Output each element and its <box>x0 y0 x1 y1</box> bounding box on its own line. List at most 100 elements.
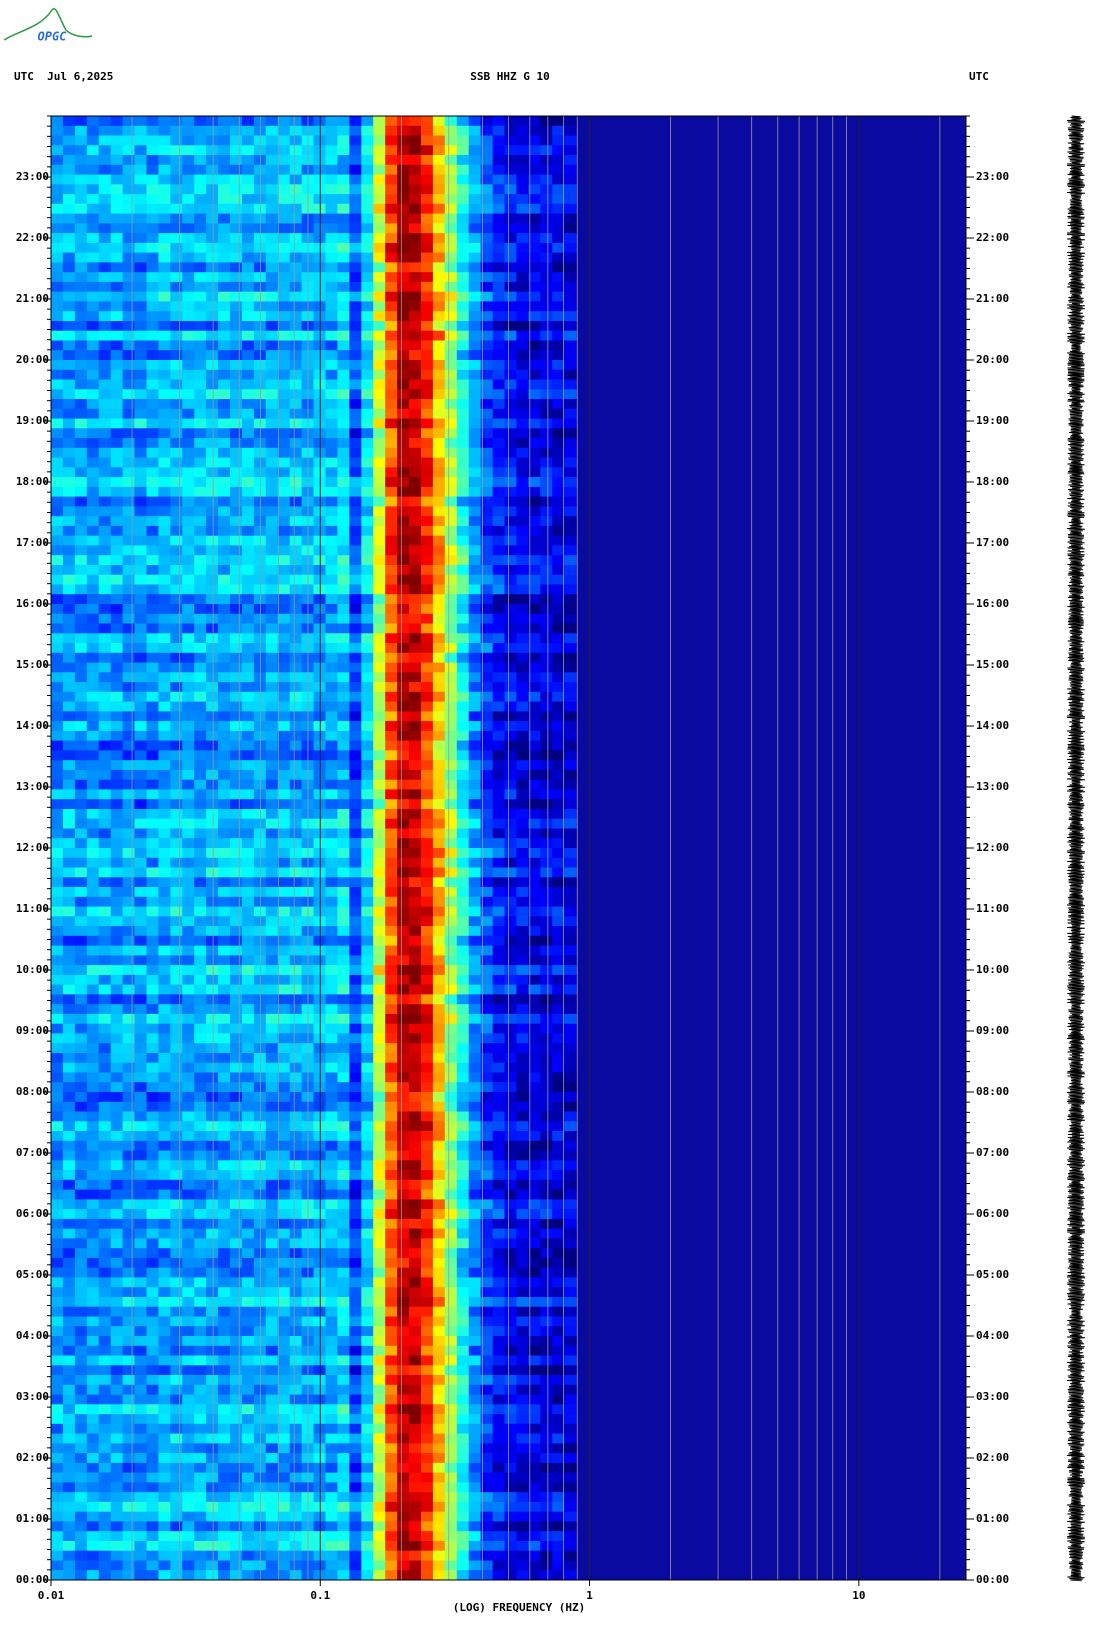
spectrogram-cell <box>552 242 565 254</box>
spectrogram-cell <box>122 799 136 810</box>
spectrogram-cell <box>325 1150 338 1161</box>
spectrogram-cell <box>564 935 577 947</box>
spectrogram-cell <box>325 1209 338 1220</box>
spectrogram-cell <box>122 721 136 732</box>
spectrogram-cell <box>134 477 147 488</box>
spectrogram-cell <box>289 574 303 585</box>
spectrogram-cell <box>230 555 243 566</box>
spectrogram-cell <box>373 223 386 234</box>
spectrogram-cell <box>504 506 517 517</box>
spectrogram-cell <box>397 955 410 966</box>
spectrogram-cell <box>230 399 243 410</box>
spectrogram-cell <box>134 252 147 263</box>
spectrogram-cell <box>122 1131 136 1142</box>
spectrogram-cell <box>421 330 434 341</box>
spectrogram-cell <box>385 281 398 293</box>
spectrogram-cell <box>456 691 470 703</box>
spectrogram-cell <box>110 877 124 888</box>
spectrogram-cell <box>158 662 171 673</box>
spectrogram-cell <box>552 809 565 820</box>
spectrogram-cell <box>218 604 231 615</box>
spectrogram-cell <box>170 760 183 771</box>
spectrogram-cell <box>74 233 88 244</box>
spectrogram-cell <box>277 721 291 732</box>
spectrogram-cell <box>158 896 171 908</box>
spectrogram-cell <box>432 701 446 712</box>
spectrogram-cell <box>230 516 243 527</box>
spectrogram-cell <box>313 418 326 429</box>
spectrogram-cell <box>552 457 565 468</box>
spectrogram-cell <box>313 428 326 439</box>
spectrogram-cell <box>528 1004 541 1015</box>
spectrogram-cell <box>194 672 207 683</box>
spectrogram-cell <box>337 184 350 195</box>
spectrogram-cell <box>265 789 279 800</box>
spectrogram-cell <box>110 1160 124 1171</box>
spectrogram-cell <box>134 945 147 956</box>
spectrogram-cell <box>504 838 517 849</box>
spectrogram-cell <box>241 809 255 820</box>
spectrogram-cell <box>289 896 303 908</box>
spectrogram-cell <box>325 330 338 341</box>
spectrogram-cell <box>51 1160 64 1171</box>
spectrogram-cell <box>540 955 553 966</box>
spectrogram-cell <box>241 1072 255 1083</box>
spectrogram-cell <box>504 594 517 605</box>
spectrogram-cell <box>385 535 398 546</box>
spectrogram-cell <box>158 740 171 751</box>
spectrogram-cell <box>325 438 338 449</box>
spectrogram-cell <box>218 1170 231 1181</box>
spectrogram-cell <box>230 155 243 166</box>
spectrogram-cell <box>241 652 255 664</box>
spectrogram-cell <box>265 1218 279 1230</box>
spectrogram-cell <box>528 809 541 820</box>
spectrogram-cell <box>313 643 326 654</box>
spectrogram-cell <box>432 740 446 751</box>
spectrogram-cell <box>504 711 517 722</box>
spectrogram-cell <box>385 1072 398 1083</box>
spectrogram-cell <box>480 291 494 302</box>
spectrogram-cell <box>564 896 577 908</box>
spectrogram-cell <box>182 1043 195 1054</box>
spectrogram-cell <box>564 1062 577 1073</box>
spectrogram-cell <box>230 1062 243 1073</box>
spectrogram-cell <box>218 486 231 498</box>
spectrogram-cell <box>528 311 541 322</box>
spectrogram-cell <box>456 740 470 751</box>
spectrogram-cell <box>289 477 303 488</box>
spectrogram-cell <box>146 926 159 937</box>
spectrogram-cell <box>325 750 338 761</box>
spectrogram-cell <box>110 486 124 498</box>
spectrogram-cell <box>277 965 291 976</box>
spectrogram-cell <box>409 799 422 810</box>
spectrogram-cell <box>397 174 410 185</box>
spectrogram-cell <box>194 769 207 781</box>
spectrogram-cell <box>218 1131 231 1142</box>
spectrogram-cell <box>564 262 577 273</box>
spectrogram-cell <box>349 457 362 468</box>
spectrogram-cell <box>122 1121 136 1132</box>
spectrogram-cell <box>480 682 494 693</box>
spectrogram-cell <box>86 633 100 644</box>
spectrogram-cell <box>409 857 422 869</box>
spectrogram-cell <box>540 935 553 947</box>
spectrogram-cell <box>134 974 147 986</box>
spectrogram-cell <box>552 750 565 761</box>
spectrogram-cell <box>409 311 422 322</box>
spectrogram-cell <box>218 301 231 312</box>
spectrogram-cell <box>206 1199 219 1210</box>
spectrogram-cell <box>265 125 279 137</box>
spectrogram-cell <box>158 730 171 742</box>
spectrogram-cell <box>218 672 231 683</box>
spectrogram-cell <box>432 799 446 810</box>
spectrogram-cell <box>349 818 362 829</box>
spectrogram-cell <box>385 926 398 937</box>
spectrogram-cell <box>552 565 565 576</box>
spectrogram-cell <box>409 272 422 283</box>
spectrogram-cell <box>230 438 243 449</box>
spectrogram-cell <box>349 750 362 761</box>
spectrogram-cell <box>134 330 147 341</box>
spectrogram-cell <box>480 321 494 332</box>
spectrogram-cell <box>182 301 195 312</box>
spectrogram-cell <box>385 750 398 761</box>
